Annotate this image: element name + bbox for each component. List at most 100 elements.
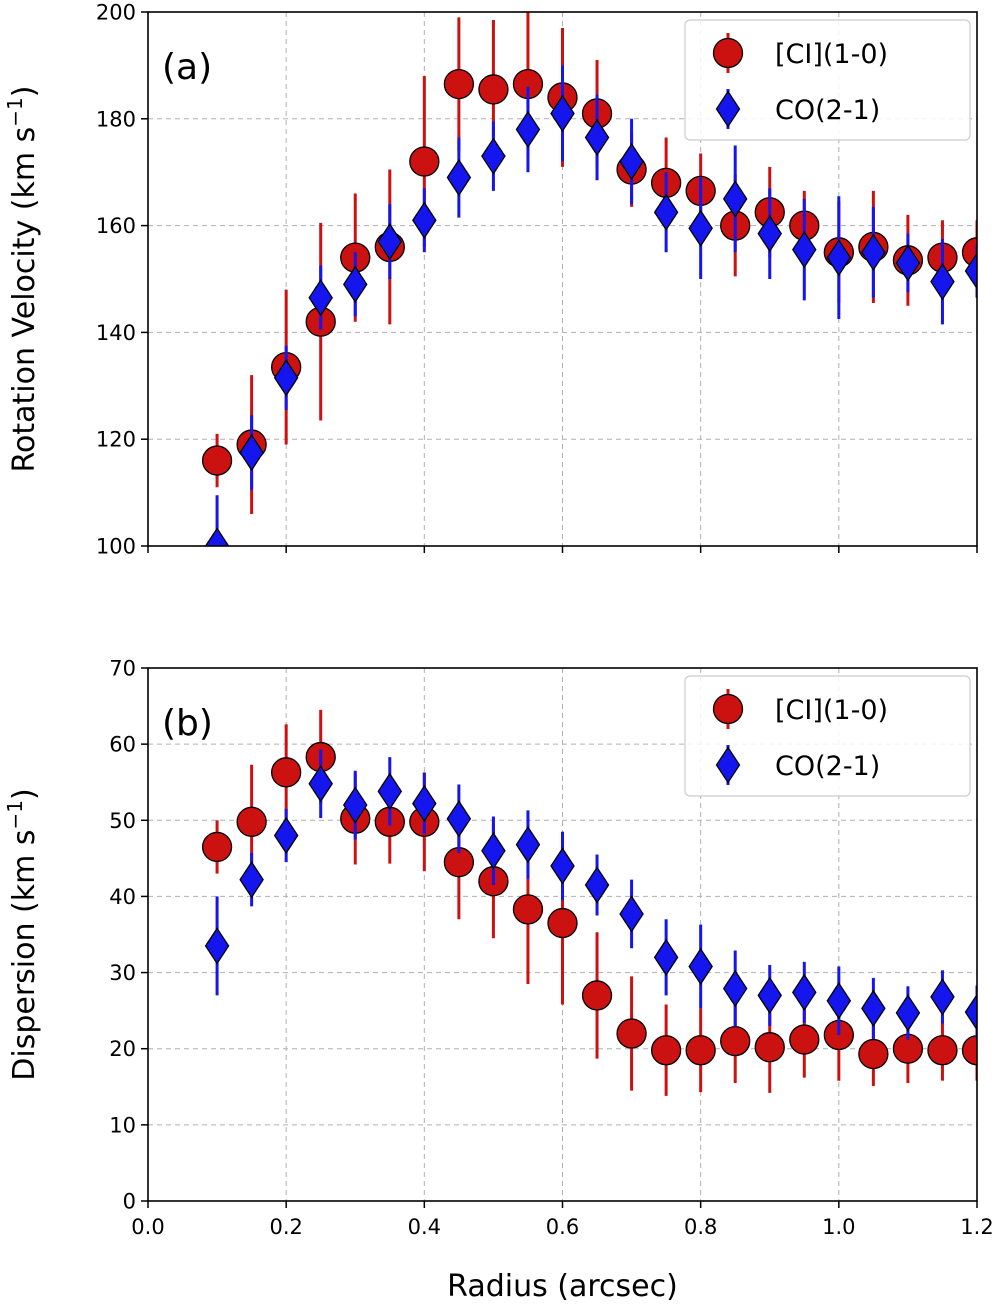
panel-a-co-point-15 <box>722 180 748 218</box>
panel-a-co-point-7 <box>446 158 472 197</box>
panel-b-dispersion: 0.0 0.2 0.4 0.6 0.8 1.0 1.2 0 10 20 30 40 50 60 70 (b)… <box>3 657 994 1305</box>
panel-a-label: (a) <box>162 47 212 88</box>
panel-b-ytick-label-2: 20 <box>109 1037 136 1061</box>
panel-b-legend-box <box>684 675 971 797</box>
panel-a-legend-entry-co: CO(2-1) <box>715 89 880 129</box>
panel-b-ytick-label-4: 40 <box>109 885 136 909</box>
panel-b-legend-marker-co <box>715 746 741 784</box>
panel-b-legend-label-co: CO(2-1) <box>775 751 880 782</box>
panel-b-ci-point-10 <box>547 907 578 939</box>
panel-b-co-point-1 <box>239 860 264 899</box>
panel-b-legend-entry-ci: [CI](1-0) <box>712 689 888 729</box>
panel-b-co-point-11 <box>584 866 610 904</box>
panel-b-co-point-6 <box>412 784 437 823</box>
panel-b-ci-point-12 <box>616 1018 647 1049</box>
panel-b-xtick-label-0: 0.0 <box>131 1215 164 1239</box>
panel-b-ytick-label-0: 0 <box>123 1190 136 1214</box>
panel-b-legend-label-ci: [CI](1-0) <box>775 695 888 726</box>
panel-b-series-co <box>204 749 977 1040</box>
panel-a-co-point-18 <box>826 238 852 277</box>
panel-b-co-point-15 <box>722 969 748 1008</box>
panel-a-y-axis-label-main: Rotation Velocity (km s <box>7 127 42 473</box>
panel-a-co-point-8 <box>481 137 506 175</box>
panel-b-co-point-22 <box>964 993 977 1031</box>
panel-b-co-point-16 <box>757 976 783 1015</box>
panel-b-ci-point-2 <box>271 757 302 788</box>
panel-b-ci-point-11 <box>581 980 613 1011</box>
panel-a-ci-point-8 <box>478 74 509 105</box>
panel-b-co-point-0 <box>204 927 230 965</box>
panel-b-co-point-4 <box>342 786 368 824</box>
panel-a-co-point-2 <box>273 359 299 397</box>
panel-a-co-point-11 <box>584 118 610 157</box>
panel-b-co-point-21 <box>930 978 955 1016</box>
panel-a-legend-label-co: CO(2-1) <box>775 95 880 126</box>
panel-b-xtick-label-2: 0.4 <box>408 1215 441 1239</box>
panel-b-co-point-10 <box>550 847 575 885</box>
panel-b-ytick-label-5: 50 <box>109 809 136 833</box>
panel-a-co-point-9 <box>515 110 541 149</box>
panel-a-legend: [CI](1-0) CO(2-1) <box>684 19 971 141</box>
panel-a-series-ci <box>201 12 977 514</box>
panel-a-co-point-19 <box>861 233 886 271</box>
panel-a-co-point-10 <box>550 94 575 133</box>
panel-a-ci-point-0 <box>201 445 233 476</box>
panel-b-ci-point-14 <box>685 1035 716 1066</box>
panel-a-ytick-label-2: 140 <box>96 321 136 345</box>
panel-a-ci-point-6 <box>409 146 440 177</box>
panel-a-legend-marker-ci <box>712 37 744 69</box>
panel-b-co-point-5 <box>377 772 403 811</box>
panel-a-co-point-3 <box>308 279 333 317</box>
panel-b-ytick-label-7: 70 <box>109 657 136 681</box>
panel-b-ytick-label-3: 30 <box>109 961 136 985</box>
panel-a-co-point-6 <box>412 201 437 239</box>
panel-a-co-point-13 <box>653 193 679 231</box>
panel-b-legend: [CI](1-0) CO(2-1) <box>684 675 971 797</box>
panel-a-series-co <box>204 65 977 546</box>
panel-a-co-point-4 <box>342 265 368 304</box>
panel-b-y-axis-label: Dispersion (km s−1) <box>3 788 42 1080</box>
panel-a-y-axis-label-exponent: −1 <box>3 97 27 126</box>
panel-a-legend-label-ci: [CI](1-0) <box>775 39 888 70</box>
panel-b-y-axis-label-close: ) <box>7 788 42 800</box>
panel-a-co-point-20 <box>895 244 921 282</box>
panel-a-co-point-12 <box>619 142 644 181</box>
panel-b-co-point-14 <box>688 947 713 986</box>
panel-b-ticks: 0.0 0.2 0.4 0.6 0.8 1.0 1.2 0 10 20 30 40 50 60 70 <box>109 657 993 1240</box>
panel-b-ci-point-1 <box>236 806 267 837</box>
panel-b-co-point-7 <box>446 800 472 838</box>
panel-b-xtick-label-6: 1.2 <box>960 1215 993 1239</box>
panel-b-co-point-2 <box>273 816 299 855</box>
panel-b-co-point-19 <box>861 989 886 1028</box>
panel-b-xtick-label-3: 0.6 <box>546 1215 579 1239</box>
panel-b-xtick-label-5: 1.0 <box>822 1215 855 1239</box>
panel-a-co-point-21 <box>930 262 955 301</box>
panel-a-co-point-0 <box>204 527 230 546</box>
panel-b-ci-point-19 <box>858 1038 889 1070</box>
panel-b-y-axis-label-exponent: −1 <box>3 800 27 829</box>
panel-a-ytick-label-0: 100 <box>96 535 136 559</box>
panel-b-marks <box>201 709 977 1096</box>
panel-a-rotation-velocity: 100 120 140 160 180 200 (a) Rotation Velocity… <box>3 1 978 559</box>
panel-a-co-point-5 <box>377 222 403 261</box>
panel-a-ytick-label-4: 180 <box>96 107 136 131</box>
panel-a-ytick-label-1: 120 <box>96 428 136 452</box>
panel-b-ytick-label-6: 60 <box>109 733 136 757</box>
panel-b-legend-marker-ci <box>712 693 744 725</box>
panel-a-ytick-label-3: 160 <box>96 214 136 238</box>
panel-b-ytick-label-1: 10 <box>109 1113 136 1137</box>
panel-b-ci-point-0 <box>201 831 233 863</box>
panel-b-co-point-13 <box>653 938 679 977</box>
panel-b-co-point-20 <box>895 994 921 1032</box>
panel-a-ytick-label-5: 200 <box>96 1 136 25</box>
panel-b-co-point-17 <box>792 973 817 1012</box>
panel-b-ci-point-17 <box>789 1024 820 1055</box>
panel-a-y-axis-label: Rotation Velocity (km s−1) <box>3 86 42 473</box>
panel-b-co-point-18 <box>826 982 852 1020</box>
panel-b-y-axis-label-main: Dispersion (km s <box>7 829 42 1080</box>
panel-b-co-point-9 <box>515 825 541 864</box>
panel-b-ci-point-15 <box>720 1025 751 1057</box>
panel-a-co-point-16 <box>757 214 783 253</box>
panel-b-x-axis-label: Radius (arcsec) <box>447 1269 678 1304</box>
